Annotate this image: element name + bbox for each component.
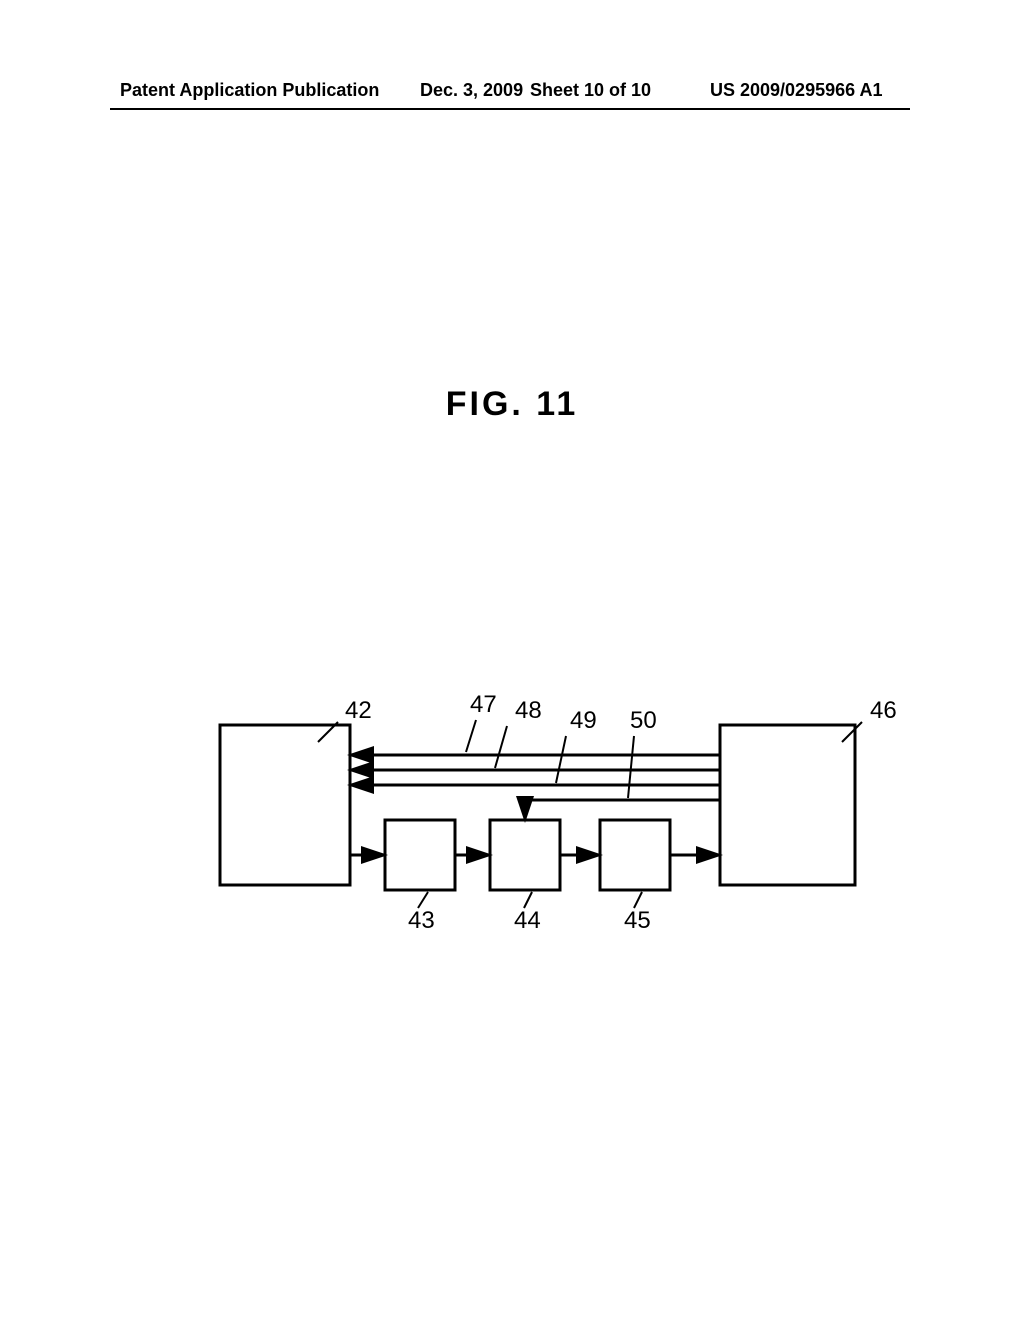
leader-49 — [556, 736, 566, 783]
signal-line-50 — [525, 800, 720, 820]
page: Patent Application Publication Dec. 3, 2… — [0, 0, 1024, 1320]
block-diagram: 42 43 44 45 46 47 48 49 50 — [0, 0, 1024, 1320]
leader-44 — [524, 892, 532, 908]
block-b46 — [720, 725, 855, 885]
block-b43 — [385, 820, 455, 890]
leader-50 — [628, 736, 634, 798]
label-42: 42 — [345, 697, 372, 724]
label-44: 44 — [514, 907, 541, 934]
leader-45 — [634, 892, 642, 908]
block-b42 — [220, 725, 350, 885]
label-45: 45 — [624, 907, 651, 934]
leader-43 — [418, 892, 428, 908]
label-50: 50 — [630, 707, 657, 734]
block-b45 — [600, 820, 670, 890]
label-43: 43 — [408, 907, 435, 934]
label-46: 46 — [870, 697, 897, 724]
leader-47 — [466, 720, 476, 752]
label-48: 48 — [515, 697, 542, 724]
block-b44 — [490, 820, 560, 890]
label-49: 49 — [570, 707, 597, 734]
label-47: 47 — [470, 691, 497, 718]
leader-48 — [495, 726, 507, 768]
